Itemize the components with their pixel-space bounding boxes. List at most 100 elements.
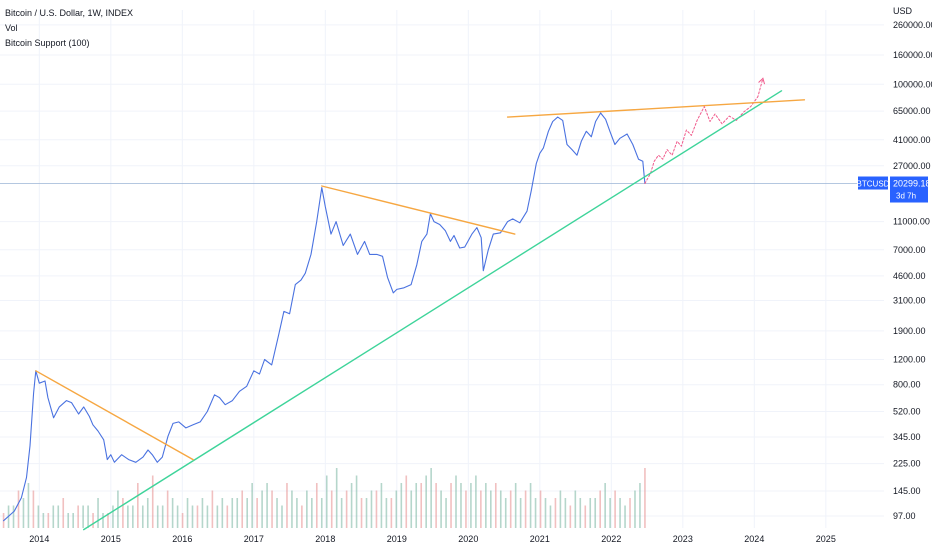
volume-bar bbox=[306, 490, 308, 528]
projection-arrowhead bbox=[758, 77, 766, 85]
volume-bar bbox=[340, 498, 343, 528]
support-line[interactable] bbox=[82, 90, 783, 531]
volume-bar bbox=[161, 505, 164, 528]
volume-bar bbox=[425, 475, 427, 528]
volume-bar bbox=[549, 505, 552, 528]
volume-bar bbox=[529, 483, 532, 528]
volume-bar bbox=[380, 483, 383, 528]
volume-bar bbox=[494, 483, 497, 528]
volume-bar bbox=[589, 498, 592, 528]
y-tick-label: 345.00 bbox=[893, 432, 921, 442]
volume-bar bbox=[370, 490, 373, 528]
volume-bar bbox=[504, 498, 507, 528]
volume-bar bbox=[415, 483, 418, 528]
volume-bar bbox=[639, 483, 641, 528]
volume-bar bbox=[375, 490, 378, 528]
y-tick-label: 225.00 bbox=[893, 459, 921, 469]
volume-bar bbox=[77, 505, 79, 528]
volume-bar bbox=[594, 498, 597, 528]
y-tick-label: 160000.00 bbox=[893, 50, 932, 60]
volume-bar bbox=[360, 498, 363, 528]
volume-bar bbox=[137, 483, 139, 528]
volume-bar bbox=[634, 490, 636, 528]
projection-path[interactable] bbox=[644, 77, 764, 184]
volume-bar bbox=[455, 475, 457, 528]
y-tick-label: 1200.00 bbox=[893, 354, 926, 364]
volume-bar bbox=[156, 505, 159, 528]
volume-bar bbox=[127, 505, 129, 528]
x-tick-label: 2022 bbox=[601, 534, 621, 544]
y-tick-label: 4600.00 bbox=[893, 271, 926, 281]
volume-bar bbox=[539, 490, 542, 528]
ticker-badge[interactable] bbox=[858, 176, 888, 190]
y-tick-label: 27000.00 bbox=[893, 161, 931, 171]
trendline-5[interactable] bbox=[506, 99, 806, 118]
volume-bar bbox=[37, 505, 40, 528]
x-tick-label: 2015 bbox=[101, 534, 121, 544]
x-tick-label: 2019 bbox=[387, 534, 407, 544]
y-axis-unit: USD bbox=[893, 6, 913, 16]
volume-bar bbox=[599, 490, 601, 528]
support-indicator-label[interactable]: Bitcoin Support (100) bbox=[5, 38, 90, 48]
volume-bar bbox=[201, 498, 204, 528]
volume-bar bbox=[311, 498, 313, 528]
volume-indicator-label[interactable]: Vol bbox=[5, 23, 18, 33]
trendline-4[interactable] bbox=[321, 185, 516, 235]
volume-bar bbox=[117, 490, 119, 528]
volume-bar bbox=[320, 498, 323, 528]
volume-bar bbox=[440, 490, 442, 528]
x-tick-label: 2018 bbox=[315, 534, 335, 544]
volume-bar bbox=[509, 490, 512, 528]
y-tick-label: 97.00 bbox=[893, 511, 916, 521]
volume-bar bbox=[196, 505, 199, 528]
volume-bar bbox=[236, 498, 239, 528]
price-badge[interactable] bbox=[890, 176, 928, 203]
volume-bar bbox=[400, 483, 403, 528]
volume-bar bbox=[514, 483, 517, 528]
volume-bar bbox=[614, 490, 616, 528]
volume-bar bbox=[644, 468, 646, 528]
price-line[interactable] bbox=[3, 112, 646, 522]
volume-bar bbox=[554, 498, 557, 528]
trendline-3[interactable] bbox=[35, 370, 194, 461]
volume-bar bbox=[499, 490, 502, 528]
volume-bar bbox=[619, 498, 621, 528]
x-tick-label: 2025 bbox=[816, 534, 836, 544]
volume-bar bbox=[480, 490, 482, 528]
symbol-title[interactable]: Bitcoin / U.S. Dollar, 1W, INDEX bbox=[5, 8, 134, 18]
volume-bar bbox=[559, 490, 562, 528]
volume-bar bbox=[231, 498, 234, 528]
volume-bar bbox=[97, 498, 99, 528]
volume-bar bbox=[12, 505, 15, 528]
volume-bar bbox=[17, 490, 20, 528]
volume-bar bbox=[141, 505, 144, 528]
volume-bar bbox=[146, 498, 149, 528]
x-tick-label: 2021 bbox=[530, 534, 550, 544]
volume-bar bbox=[261, 490, 263, 528]
volume-bar bbox=[176, 505, 179, 528]
volume-bar bbox=[579, 498, 582, 528]
volume-bar bbox=[445, 498, 447, 528]
volume-bar bbox=[385, 498, 388, 528]
volume-bar bbox=[211, 490, 214, 528]
volume-bar bbox=[151, 475, 154, 528]
volume-bar bbox=[330, 490, 333, 528]
volume-bar bbox=[191, 505, 194, 528]
volume-bar bbox=[569, 505, 572, 528]
volume-bar bbox=[241, 490, 244, 528]
y-tick-label: 41000.00 bbox=[893, 135, 931, 145]
volume-bar bbox=[122, 498, 124, 528]
volume-bar bbox=[534, 498, 537, 528]
volume-bar bbox=[132, 505, 134, 528]
volume-bar bbox=[604, 483, 606, 528]
volume-bar bbox=[32, 490, 35, 528]
volume-bar bbox=[460, 483, 462, 528]
volume-bar bbox=[87, 505, 89, 528]
x-tick-label: 2023 bbox=[673, 534, 693, 544]
volume-bar bbox=[296, 498, 298, 528]
volume-bar bbox=[166, 490, 169, 528]
volume-bar bbox=[281, 505, 283, 528]
y-tick-label: 100000.00 bbox=[893, 79, 932, 89]
volume-bar bbox=[420, 483, 423, 528]
